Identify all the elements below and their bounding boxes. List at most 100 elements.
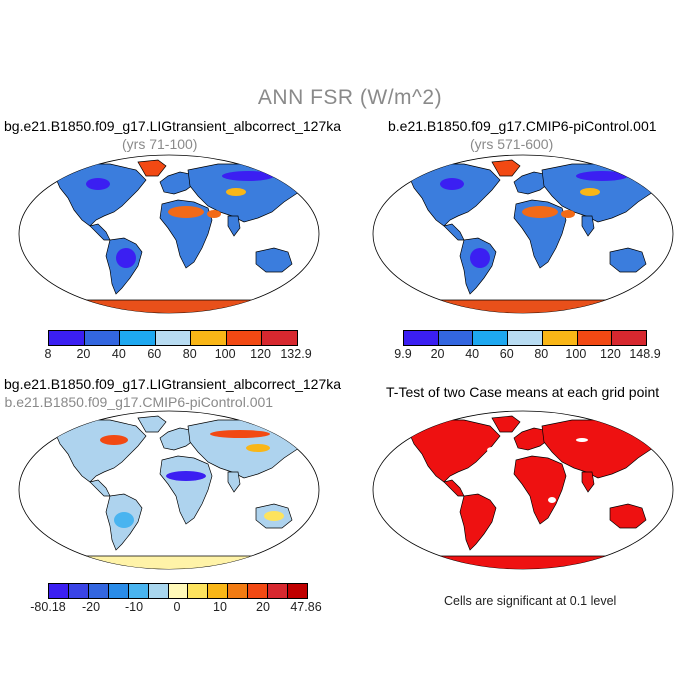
siberia-region xyxy=(222,171,274,181)
continent-antarctica xyxy=(19,555,319,569)
colorbar-swatch xyxy=(542,331,578,345)
nonsignificant-cells xyxy=(576,438,588,442)
nonsignificant-cells xyxy=(548,497,556,503)
colorbar-tick-label: 80 xyxy=(182,347,197,361)
case1-map xyxy=(18,154,320,314)
central-asia-region xyxy=(226,188,246,196)
colorbar-swatch xyxy=(148,584,169,598)
continent-india xyxy=(227,471,241,493)
colorbar-tick-label: 60 xyxy=(147,347,162,361)
continent-greenland xyxy=(491,159,521,177)
colorbar-tick-label: 120 xyxy=(599,347,621,361)
colorbar-swatch xyxy=(228,584,249,598)
continent-northAmerica xyxy=(407,163,501,227)
colorbar-swatch xyxy=(268,584,289,598)
continent-australia xyxy=(609,247,647,273)
ttest-map xyxy=(372,410,674,570)
colorbar-swatch xyxy=(208,584,229,598)
colorbar-swatch xyxy=(262,331,298,345)
continent-india xyxy=(581,471,595,493)
continent-antarctica xyxy=(373,555,673,569)
colorbar-tick-label: -20 xyxy=(81,600,101,614)
colorbar-tick-label: 132.9 xyxy=(280,347,312,361)
colorbar-tick-label: 8 xyxy=(44,347,52,361)
colorbar-tick-label: 9.9 xyxy=(394,347,412,361)
colorbar-swatch xyxy=(473,331,509,345)
colorbar-swatch xyxy=(68,584,89,598)
colorbar-swatch xyxy=(404,331,439,345)
south-america-change xyxy=(114,512,134,528)
continent-india xyxy=(227,215,241,237)
continent-northAmerica xyxy=(53,419,147,483)
case2-colorbar xyxy=(403,330,647,346)
boreal-forest-region xyxy=(440,178,464,190)
colorbar-tick-label: -80.18 xyxy=(30,600,66,614)
panel2-subtitle: (yrs 571-600) xyxy=(470,136,554,152)
colorbar-swatch xyxy=(128,584,149,598)
colorbar-tick-label: 10 xyxy=(213,600,227,614)
sahara-region xyxy=(168,206,204,218)
colorbar-swatch xyxy=(108,584,129,598)
case1-colorbar xyxy=(48,330,298,346)
panel2-title: b.e21.B1850.f09_g17.CMIP6-piControl.001 xyxy=(388,118,657,134)
continent-africa xyxy=(513,455,567,525)
sahara-region xyxy=(522,206,558,218)
continent-greenland xyxy=(137,415,167,433)
colorbar-tick-label: 20 xyxy=(430,347,445,361)
colorbar-tick-label: 20 xyxy=(76,347,91,361)
tibet-increase xyxy=(246,444,270,452)
nonsignificant-cells xyxy=(487,447,497,453)
continent-southAmerica xyxy=(459,493,497,551)
significance-note: Cells are significant at 0.1 level xyxy=(444,594,617,608)
colorbar-swatch xyxy=(188,584,209,598)
difference-colorbar xyxy=(48,583,308,599)
colorbar-tick-label: 0 xyxy=(173,600,181,614)
arabia-region xyxy=(561,210,575,218)
colorbar-swatch xyxy=(49,584,69,598)
continent-australia xyxy=(609,503,647,529)
colorbar-swatch xyxy=(612,331,647,345)
continent-antarctica xyxy=(373,299,673,313)
australia-change xyxy=(264,511,284,521)
colorbar-tick-label: 120 xyxy=(250,347,271,361)
siberia-region xyxy=(576,171,628,181)
central-asia-region xyxy=(580,188,600,196)
colorbar-swatch xyxy=(577,331,613,345)
continent-greenland xyxy=(491,415,521,433)
colorbar-tick-label: 47.86 xyxy=(290,600,322,614)
arabia-region xyxy=(207,210,221,218)
colorbar-tick-label: 40 xyxy=(465,347,480,361)
colorbar-swatch xyxy=(191,331,227,345)
colorbar-swatch xyxy=(508,331,543,345)
continent-africa xyxy=(513,199,567,269)
panel3-title: bg.e21.B1850.f09_g17.LIGtransient_albcor… xyxy=(4,376,342,392)
colorbar-swatch xyxy=(226,331,263,345)
continent-africa xyxy=(159,199,213,269)
colorbar-tick-label: 100 xyxy=(565,347,587,361)
panel3-subtitle: - b.e21.B1850.f09_g17.CMIP6-piControl.00… xyxy=(0,394,274,410)
continent-india xyxy=(581,215,595,237)
colorbar-tick-label: 100 xyxy=(214,347,236,361)
continent-antarctica xyxy=(19,299,319,313)
colorbar-tick-label: 60 xyxy=(499,347,514,361)
amazon-region xyxy=(470,248,490,268)
figure-title: ANN FSR (W/m^2) xyxy=(257,86,443,109)
colorbar-swatch xyxy=(248,584,269,598)
continent-northAmerica xyxy=(53,163,147,227)
panel1-subtitle: (yrs 71-100) xyxy=(122,136,198,152)
continent-northAmerica xyxy=(407,419,501,483)
colorbar-swatch xyxy=(168,584,189,598)
sahel-decrease xyxy=(166,471,206,481)
canada-increase xyxy=(100,435,128,445)
continent-australia xyxy=(255,247,293,273)
colorbar-tick-label: 40 xyxy=(111,347,126,361)
colorbar-swatch xyxy=(288,584,307,598)
colorbar-tick-label: 148.9 xyxy=(629,347,661,361)
colorbar-tick-label: -10 xyxy=(124,600,144,614)
case2-map xyxy=(372,154,674,314)
amazon-region xyxy=(116,248,136,268)
continent-greenland xyxy=(137,159,167,177)
colorbar-swatch xyxy=(120,331,156,345)
difference-map xyxy=(18,410,320,570)
colorbar-swatch xyxy=(84,331,121,345)
